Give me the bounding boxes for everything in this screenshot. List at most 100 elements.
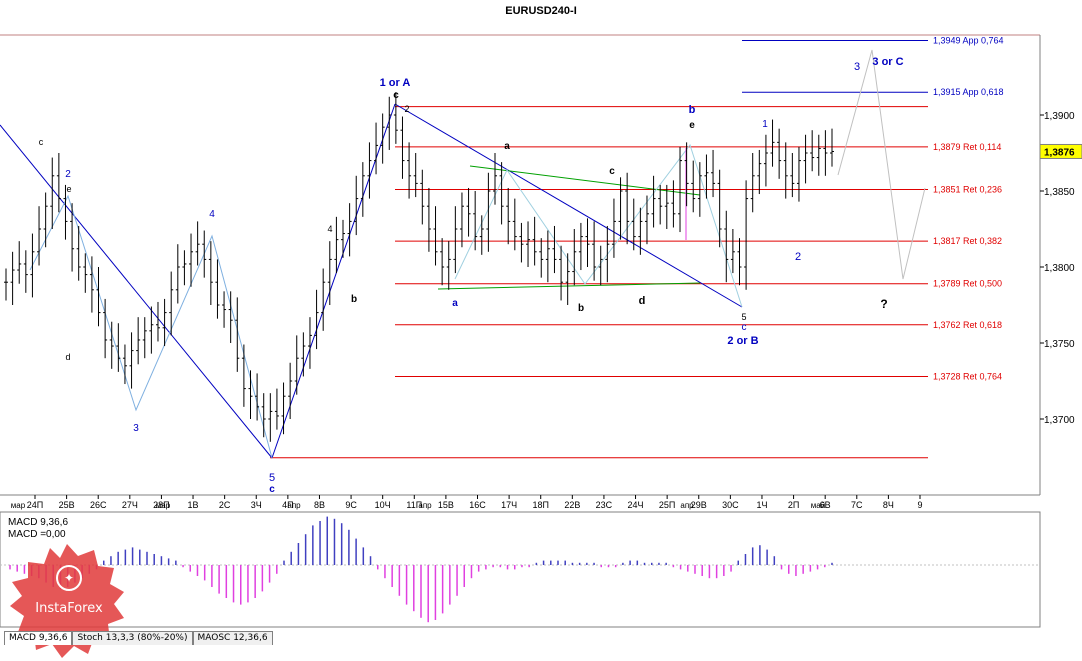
date-tick-label: 9 [917, 500, 922, 510]
price-tick-label: 1,3750 [1044, 339, 1075, 350]
date-tick-label: 9С [345, 500, 357, 510]
level-label: 1,3879 Ret 0,114 [933, 142, 1001, 152]
wave-line [394, 103, 743, 308]
level-label: 1,3789 Ret 0,500 [933, 279, 1002, 289]
date-tick-label: 6В [820, 500, 831, 510]
date-tick-label: 8В [314, 500, 325, 510]
wave-label-b-blue: b [689, 104, 696, 116]
level-label: 1,3915 App 0,618 [933, 87, 1004, 97]
date-tick-label: 23С [596, 500, 613, 510]
date-tick-label: 2П [788, 500, 799, 510]
level-label: 1,3949 App 0,764 [933, 36, 1004, 46]
date-ticks: 24П 25В 26С 27Ч 28П 1В 2С 3Ч 4П 8В 9С 10Ч 11П 15В 16С 1… [11, 495, 923, 510]
level-label: 1,3728 Ret 0,764 [933, 371, 1002, 381]
logo-emblem-glyph: ✦ [64, 571, 74, 585]
wave-label-2: 2 [404, 104, 409, 114]
wave-label-4-up: 4 [327, 224, 332, 234]
price-tick-label: 1,3700 [1044, 415, 1075, 426]
wave-label-1-blue: 1 [762, 119, 768, 130]
level-label: 1,3817 Ret 0,382 [933, 236, 1002, 246]
month-label: апр [418, 501, 432, 510]
date-tick-label: 24Ч [628, 500, 644, 510]
wave-label-c-mid: c [609, 166, 615, 177]
date-tick-label: 22В [564, 500, 580, 510]
wave-label-3-or-c: 3 or C [872, 56, 903, 68]
instaforex-logo: ✦ InstaForex [10, 544, 124, 658]
tab-maosc[interactable]: MAOSC 12,36,6 [192, 631, 273, 645]
question-mark: ? [880, 297, 887, 311]
wave-label-d-left: d [65, 352, 70, 362]
tab-macd[interactable]: MACD 9,36,6 [4, 631, 73, 645]
macd-label: MACD 9,36,6 [8, 517, 68, 528]
wave-label-c-low: c [269, 484, 275, 495]
logo-emblem-icon [56, 565, 82, 591]
month-label: мар [11, 501, 26, 510]
date-tick-label: 27Ч [122, 500, 138, 510]
wave-label-5-low: 5 [269, 472, 275, 484]
date-tick-label: 4П [282, 500, 293, 510]
date-tick-label: 10Ч [375, 500, 391, 510]
date-tick-label: 25В [59, 500, 75, 510]
wave-label-2-blue: 2 [795, 251, 801, 263]
date-tick-label: 7С [851, 500, 863, 510]
wave-label-d: d [639, 295, 646, 307]
channel-line-lower [437, 282, 701, 290]
month-label: апр [287, 501, 301, 510]
date-tick-label: 8Ч [883, 500, 894, 510]
date-tick-label: 30С [722, 500, 739, 510]
wave-label-1-or-a: 1 or A [380, 77, 411, 89]
wave-lines [0, 49, 926, 459]
subwave-line-mid [454, 143, 743, 308]
date-tick-label: 24П [27, 500, 43, 510]
wave-label-e: e [689, 120, 695, 131]
wave-label-a-blue: a [452, 298, 458, 309]
price-ticks: 1,3900 1,3850 1,3800 1,3750 1,3700 1,3876 [1039, 111, 1082, 426]
wave-line [0, 124, 273, 459]
channel-line-upper [469, 165, 701, 196]
price-tick-label: 1,3800 [1044, 263, 1075, 274]
price-tick-label: 1,3850 [1044, 187, 1075, 198]
date-tick-label: 3Ч [251, 500, 262, 510]
date-tick-label: 11П [406, 500, 422, 510]
wave-label-b-left: b [351, 294, 357, 305]
logo-burst-shape [10, 544, 124, 658]
date-tick-label: 16С [469, 500, 486, 510]
wave-label-c-top: c [393, 90, 399, 101]
wave-label-3-proj: 3 [854, 61, 860, 73]
macd-panel-frame [0, 511, 1041, 628]
date-tick-label: 15В [438, 500, 454, 510]
wave-label-a-top: a [504, 141, 510, 152]
wave-label-4-blue: 4 [209, 209, 215, 220]
tab-stoch[interactable]: Stoch 13,3,3 (80%-20%) [72, 631, 193, 645]
indicator-tab-bar: MACD 9,36,6 Stoch 13,3,3 (80%-20%) MAOSC… [4, 631, 273, 645]
date-tick-label: 2С [219, 500, 231, 510]
month-label: апр [680, 501, 694, 510]
date-tick-label: 17Ч [501, 500, 517, 510]
date-tick-label: 29В [691, 500, 707, 510]
subwave-line-left [29, 194, 273, 459]
logo-wordmark: InstaForex [35, 601, 103, 616]
wave-label-5: 5 [741, 312, 746, 322]
level-label: 1,3851 Ret 0,236 [933, 184, 1002, 194]
month-label: мар [156, 501, 171, 510]
price-tick-label: 1,3900 [1044, 111, 1075, 122]
current-price-label: 1,3876 [1044, 147, 1075, 158]
chart-title: EURUSD240-I [505, 5, 577, 17]
date-tick-label: 18П [532, 500, 548, 510]
macd-value-label: MACD =0,00 [8, 529, 66, 540]
date-tick-label: 1Ч [756, 500, 767, 510]
wave-label-2-or-b: 2 or B [727, 335, 758, 347]
wave-line [271, 103, 396, 459]
wave-label-2-left: 2 [65, 169, 71, 180]
wave-label-b-low: b [578, 303, 584, 314]
wave-label-c-left: c [39, 137, 44, 147]
level-label: 1,3762 Ret 0,618 [933, 320, 1002, 330]
wave-label-c-blue: c [742, 322, 747, 333]
date-tick-label: 26С [90, 500, 107, 510]
projection-line [837, 49, 926, 280]
current-price-box [1039, 143, 1082, 159]
date-tick-label: 28П [153, 500, 169, 510]
